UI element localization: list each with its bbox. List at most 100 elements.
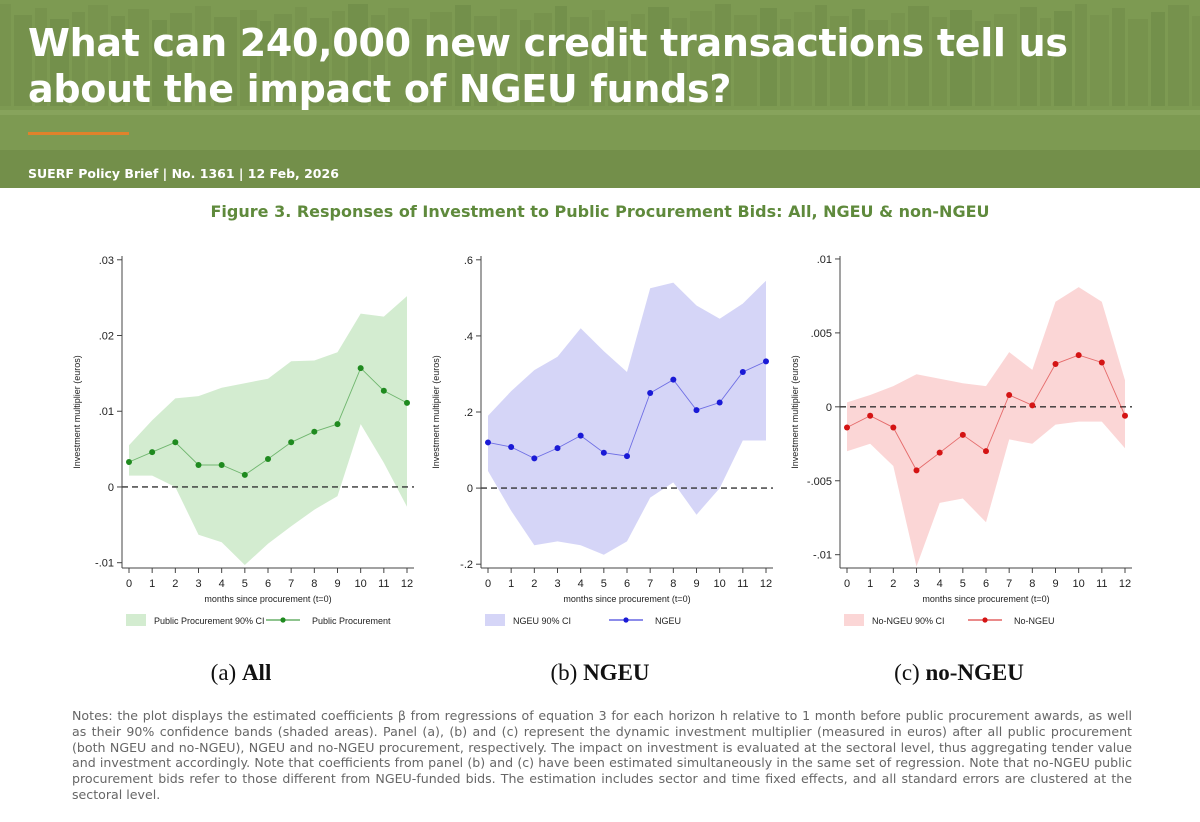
x-tick-label: 5	[601, 578, 607, 590]
data-point	[218, 462, 225, 469]
x-tick-label: 10	[355, 578, 367, 590]
x-tick-label: 0	[485, 578, 491, 590]
x-tick-label: 0	[844, 578, 850, 590]
legend-series-label: NGEU	[655, 616, 681, 626]
x-tick-label: 11	[1096, 578, 1107, 590]
legend-band-label: Public Procurement 90% CI	[154, 616, 265, 626]
data-point	[288, 439, 295, 446]
caption-label: NGEU	[583, 660, 650, 685]
x-tick-label: 7	[288, 578, 294, 590]
article-title: What can 240,000 new credit transactions…	[28, 21, 1068, 111]
data-point	[241, 471, 248, 478]
y-tick-label: .02	[99, 331, 114, 343]
y-axis-label: Investment multiplier (euros)	[72, 355, 82, 469]
y-tick-label: .03	[99, 255, 114, 267]
x-tick-label: 9	[693, 578, 699, 590]
data-point	[531, 455, 538, 462]
x-tick-label: 4	[219, 578, 225, 590]
data-point	[647, 389, 654, 396]
data-point	[763, 358, 769, 365]
data-point	[172, 439, 179, 446]
data-point	[149, 449, 156, 456]
y-tick-label: .4	[464, 331, 473, 343]
title-accent-rule	[28, 132, 129, 135]
data-point	[357, 365, 364, 372]
data-point	[195, 462, 202, 469]
x-axis-label: months since procurement (t=0)	[204, 594, 331, 604]
legend-band-swatch	[485, 614, 505, 626]
legend-series-marker	[280, 617, 286, 623]
figure-title: Figure 3. Responses of Investment to Pub…	[210, 202, 990, 221]
brief-meta: SUERF Policy Brief | No. 1361 | 12 Feb, …	[28, 166, 339, 181]
x-tick-label: 12	[1119, 578, 1131, 590]
x-tick-label: 0	[126, 578, 132, 590]
x-tick-label: 2	[172, 578, 178, 590]
x-tick-label: 7	[647, 578, 653, 590]
data-point	[959, 431, 966, 438]
x-tick-label: 1	[149, 578, 155, 590]
data-point	[265, 455, 271, 462]
caption-prefix: (a)	[210, 660, 242, 685]
x-tick-label: 8	[1029, 578, 1035, 590]
confidence-band	[129, 296, 407, 565]
panel-ngeu: -.2 0.2.4.6 0 1 2 3 4 5 6 7 8 9 10 11 12 months since p…	[417, 238, 783, 638]
y-axis-label: Investment multiplier (euros)	[431, 355, 441, 469]
x-axis-label: months since procurement (t=0)	[922, 594, 1049, 604]
y-tick-label: .6	[464, 255, 473, 267]
y-tick-label: 0	[826, 402, 832, 414]
y-tick-label: 0	[108, 482, 114, 494]
legend-band-label: No-NGEU 90% CI	[872, 616, 945, 626]
caption-label: All	[241, 660, 272, 685]
header-banner: What can 240,000 new credit transactions…	[0, 0, 1200, 188]
data-point	[577, 432, 584, 439]
panel-no-ngeu: -.01 -.005 0.005.01 0 1 2 3 4 5 6 7 8 9 10 11 12 months …	[776, 238, 1142, 638]
data-point	[508, 444, 515, 451]
legend-series-marker	[982, 617, 988, 623]
data-point	[404, 399, 410, 406]
data-point	[1075, 352, 1082, 359]
x-tick-label: 6	[624, 578, 630, 590]
confidence-band	[488, 280, 766, 555]
x-tick-label: 8	[670, 578, 676, 590]
caption-ngeu: (b) NGEU	[417, 660, 783, 686]
x-tick-label: 11	[737, 578, 748, 590]
data-point	[670, 376, 677, 383]
data-point	[983, 448, 989, 455]
data-point	[554, 445, 561, 452]
x-tick-label: 4	[578, 578, 584, 590]
data-point	[334, 421, 341, 428]
data-point	[1122, 412, 1128, 419]
y-tick-label: .2	[464, 407, 473, 419]
legend-band-swatch	[844, 614, 864, 626]
legend-series-marker	[623, 617, 629, 623]
y-tick-label: .01	[817, 254, 832, 266]
x-tick-label: 6	[265, 578, 271, 590]
x-axis-label: months since procurement (t=0)	[563, 594, 690, 604]
data-point	[311, 428, 318, 435]
data-point	[844, 424, 850, 431]
legend-series-label: No-NGEU	[1014, 616, 1055, 626]
data-point	[624, 453, 630, 460]
caption-no-ngeu: (c) no-NGEU	[776, 660, 1142, 686]
x-tick-label: 4	[937, 578, 943, 590]
y-tick-label: 0	[467, 483, 473, 495]
x-tick-label: 3	[913, 578, 919, 590]
data-point	[1029, 402, 1036, 409]
caption-all: (a) All	[58, 660, 424, 686]
data-point	[739, 369, 746, 376]
x-tick-label: 1	[867, 578, 873, 590]
y-tick-label: -.2	[460, 559, 473, 571]
y-tick-label: .005	[811, 328, 832, 340]
x-tick-label: 10	[714, 578, 726, 590]
y-tick-label: .01	[99, 406, 114, 418]
x-tick-label: 9	[1052, 578, 1058, 590]
y-axis-label: Investment multiplier (euros)	[790, 355, 800, 469]
x-tick-label: 2	[890, 578, 896, 590]
legend-band-label: NGEU 90% CI	[513, 616, 571, 626]
x-tick-label: 6	[983, 578, 989, 590]
caption-prefix: (b)	[550, 660, 584, 685]
data-point	[716, 399, 723, 406]
x-tick-label: 7	[1006, 578, 1012, 590]
